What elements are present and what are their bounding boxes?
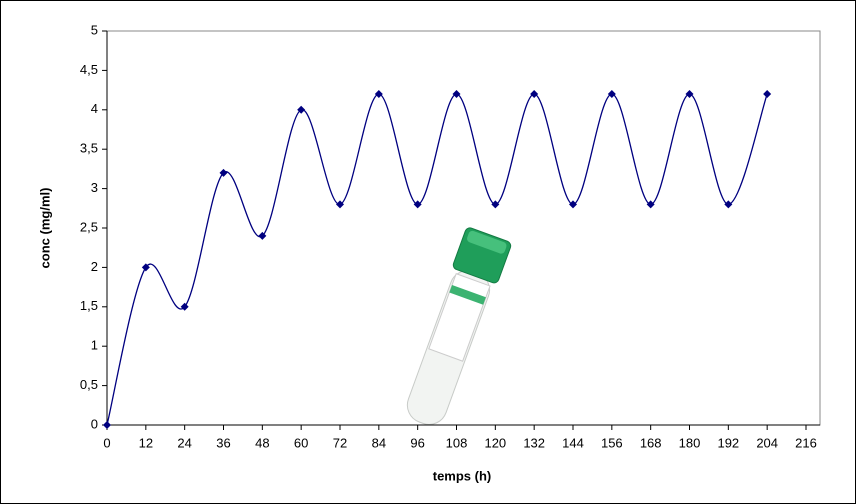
y-tick-label: 5 bbox=[91, 22, 98, 37]
series-line bbox=[106, 93, 768, 426]
x-tick-label: 156 bbox=[601, 435, 623, 450]
y-tick-label: 2,5 bbox=[80, 219, 98, 234]
tube-cap-top bbox=[467, 230, 507, 254]
data-point bbox=[103, 421, 111, 429]
y-tick-label: 3 bbox=[91, 180, 98, 195]
data-point bbox=[141, 263, 150, 272]
y-tick-label: 1 bbox=[91, 338, 98, 353]
x-tick-label: 84 bbox=[372, 435, 386, 450]
x-tick-label: 192 bbox=[717, 435, 739, 450]
data-point bbox=[336, 200, 344, 209]
x-tick-label: 72 bbox=[333, 435, 347, 450]
y-tick-label: 2 bbox=[91, 259, 98, 274]
test-tube bbox=[406, 227, 512, 425]
data-point bbox=[413, 200, 422, 209]
y-tick-label: 4,5 bbox=[80, 62, 98, 77]
x-tick-label: 132 bbox=[523, 435, 545, 450]
x-tick-label: 144 bbox=[562, 435, 584, 450]
y-tick-label: 4 bbox=[91, 101, 98, 116]
x-tick-label: 60 bbox=[294, 435, 308, 450]
x-tick-label: 216 bbox=[795, 435, 817, 450]
data-point bbox=[646, 200, 655, 209]
x-tick-label: 12 bbox=[139, 435, 153, 450]
y-axis-title: conc (mg/ml) bbox=[37, 188, 52, 269]
data-point bbox=[180, 302, 189, 311]
x-tick-label: 108 bbox=[446, 435, 468, 450]
data-point bbox=[297, 105, 306, 114]
data-point bbox=[491, 200, 500, 209]
x-tick-label: 36 bbox=[216, 435, 230, 450]
data-point bbox=[530, 90, 539, 99]
tube-label-band bbox=[449, 284, 486, 305]
data-point bbox=[685, 90, 694, 99]
data-point bbox=[763, 90, 772, 99]
data-point bbox=[607, 90, 616, 99]
data-point bbox=[258, 231, 267, 240]
data-point bbox=[452, 90, 461, 99]
data-point bbox=[374, 90, 383, 99]
data-point bbox=[569, 200, 577, 209]
x-tick-label: 96 bbox=[410, 435, 424, 450]
y-tick-label: 3,5 bbox=[80, 141, 98, 156]
x-axis-title: temps (h) bbox=[433, 468, 492, 483]
x-tick-label: 48 bbox=[255, 435, 269, 450]
x-tick-label: 204 bbox=[756, 435, 778, 450]
data-point bbox=[724, 200, 733, 209]
y-tick-label: 0 bbox=[91, 416, 98, 431]
data-point bbox=[219, 168, 228, 177]
y-tick-label: 1,5 bbox=[80, 298, 98, 313]
x-tick-label: 0 bbox=[103, 435, 110, 450]
x-tick-label: 24 bbox=[177, 435, 191, 450]
x-tick-label: 120 bbox=[484, 435, 506, 450]
x-tick-label: 180 bbox=[679, 435, 701, 450]
x-tick-label: 168 bbox=[640, 435, 662, 450]
y-tick-label: 0,5 bbox=[80, 377, 98, 392]
